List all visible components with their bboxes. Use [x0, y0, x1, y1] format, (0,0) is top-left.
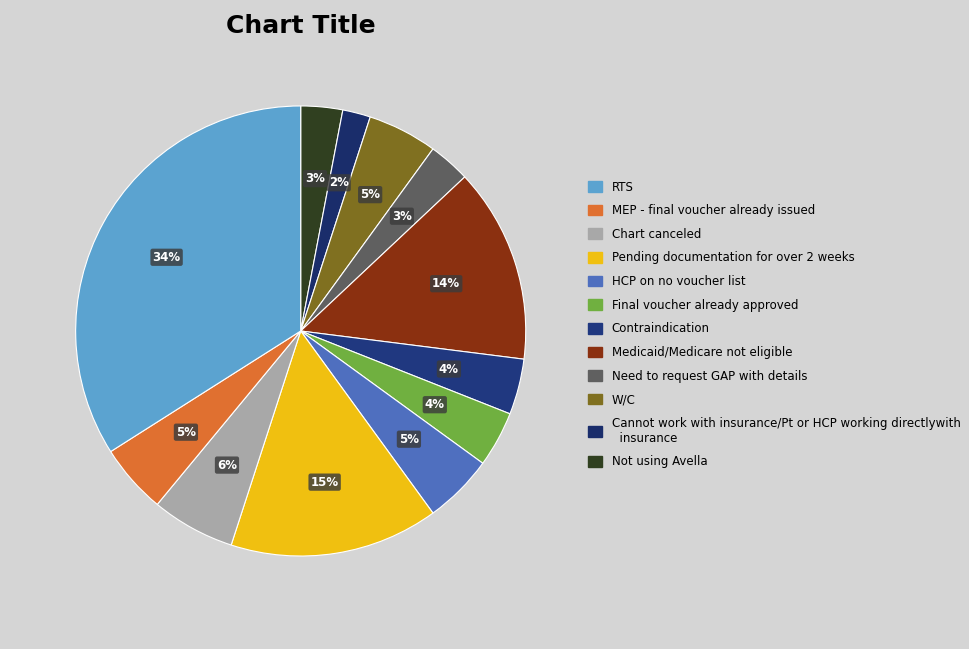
Wedge shape	[300, 331, 510, 463]
Wedge shape	[110, 331, 300, 504]
Text: 2%: 2%	[328, 177, 348, 190]
Text: 15%: 15%	[310, 476, 338, 489]
Text: 5%: 5%	[359, 188, 380, 201]
Text: 3%: 3%	[305, 172, 325, 185]
Wedge shape	[76, 106, 300, 452]
Text: 5%: 5%	[398, 433, 419, 446]
Text: 14%: 14%	[432, 277, 460, 290]
Text: 6%: 6%	[217, 459, 236, 472]
Wedge shape	[300, 331, 523, 414]
Wedge shape	[300, 110, 370, 331]
Text: 3%: 3%	[391, 210, 412, 223]
Wedge shape	[300, 149, 464, 331]
Wedge shape	[300, 117, 432, 331]
Wedge shape	[300, 177, 525, 359]
Text: 4%: 4%	[438, 363, 458, 376]
Wedge shape	[157, 331, 300, 545]
Legend: RTS, MEP - final voucher already issued, Chart canceled, Pending documentation f: RTS, MEP - final voucher already issued,…	[587, 180, 959, 469]
Title: Chart Title: Chart Title	[226, 14, 375, 38]
Wedge shape	[300, 106, 342, 331]
Wedge shape	[231, 331, 432, 556]
Wedge shape	[300, 331, 483, 513]
Text: 34%: 34%	[152, 251, 180, 263]
Text: 4%: 4%	[424, 398, 445, 411]
Text: 5%: 5%	[175, 426, 196, 439]
